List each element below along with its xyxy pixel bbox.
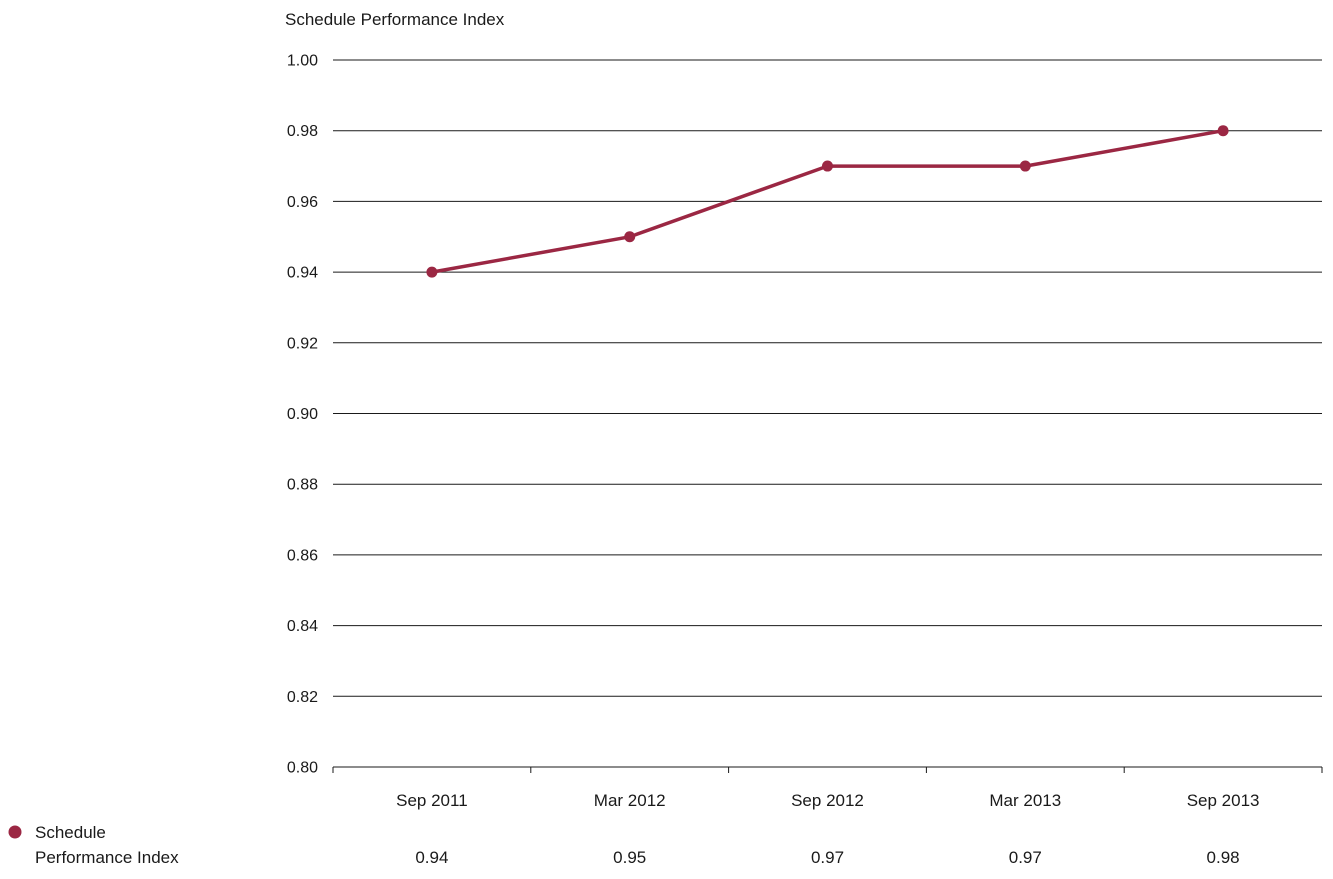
chart-title: Schedule Performance Index — [285, 10, 505, 29]
y-tick-label: 0.82 — [287, 689, 318, 706]
data-table-value: 0.97 — [811, 848, 844, 867]
y-tick-label: 1.00 — [287, 53, 318, 70]
gridlines — [333, 59, 1322, 768]
data-table-value: 0.97 — [1009, 848, 1042, 867]
y-tick-label: 0.86 — [287, 547, 318, 564]
y-axis: 0.80 0.82 0.84 0.86 0.88 0.90 0.92 0.94 0.96 0.98… — [287, 53, 318, 777]
legend-marker — [8, 825, 22, 839]
data-point — [426, 266, 438, 278]
data-table-value: 0.94 — [415, 848, 448, 867]
y-tick-label: 0.92 — [287, 335, 318, 352]
x-tick-label: Mar 2013 — [989, 791, 1061, 810]
data-point — [624, 231, 636, 243]
data-point — [1217, 125, 1229, 137]
x-axis: Sep 2011 Mar 2012 Sep 2012 Mar 2013 Sep 2013 — [332, 767, 1323, 810]
x-tick-label: Sep 2012 — [791, 791, 864, 810]
y-tick-label: 0.84 — [287, 618, 318, 635]
y-tick-label: 0.90 — [287, 406, 318, 423]
legend: Schedule Performance Index — [8, 823, 179, 867]
data-point — [822, 160, 833, 172]
x-tick-label: Sep 2013 — [1187, 791, 1260, 810]
data-table-value: 0.95 — [613, 848, 646, 867]
y-tick-label: 0.94 — [287, 265, 318, 282]
legend-label: Performance Index — [35, 848, 179, 867]
series-layer — [426, 125, 1229, 278]
y-tick-label: 0.96 — [287, 194, 318, 211]
legend-label: Schedule — [35, 823, 106, 842]
y-tick-label: 0.98 — [287, 123, 318, 140]
data-point — [1019, 160, 1031, 172]
x-tick-label: Mar 2012 — [594, 791, 666, 810]
y-tick-label: 0.88 — [287, 477, 318, 494]
x-tick-label: Sep 2011 — [396, 791, 468, 810]
data-table: 0.94 0.95 0.97 0.97 0.98 — [415, 848, 1239, 867]
data-table-value: 0.98 — [1207, 848, 1240, 867]
y-tick-label: 0.80 — [287, 760, 318, 777]
